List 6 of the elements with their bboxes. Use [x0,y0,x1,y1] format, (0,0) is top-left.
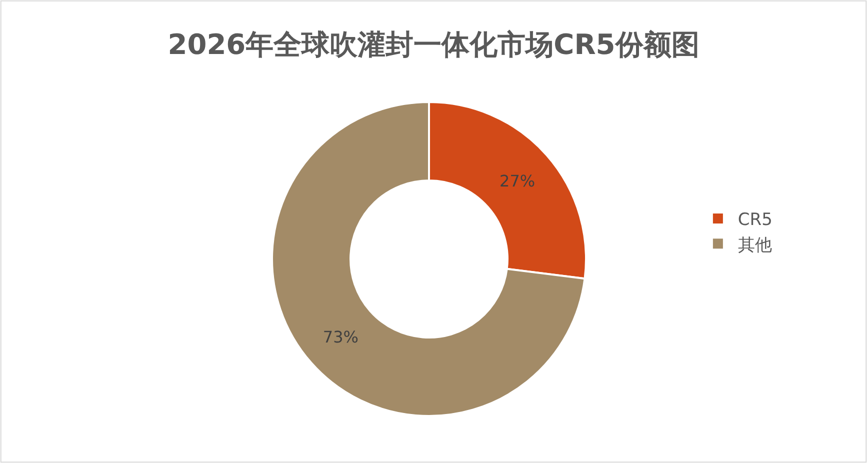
chart-title: 2026年全球吹灌封一体化市场CR5份额图 [168,28,700,61]
legend-label: 其他 [738,235,772,256]
legend-label: CR5 [738,210,772,230]
data-label: 27% [500,172,536,191]
data-label: 73% [322,327,358,346]
donut-slice [271,101,586,417]
